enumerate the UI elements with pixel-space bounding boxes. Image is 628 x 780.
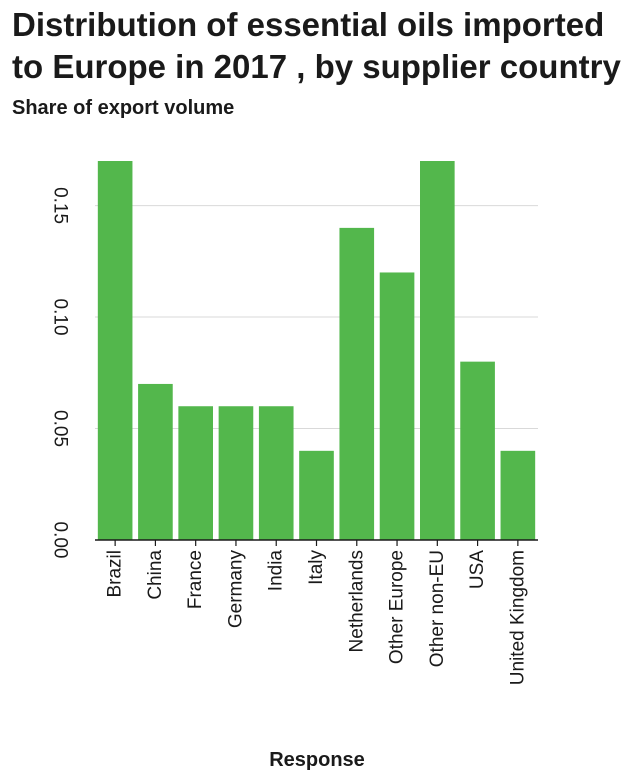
x-axis-tick-label: France [185,550,206,609]
x-axis-tick-label: Germany [225,550,246,629]
x-axis-tick-label: Brazil [105,550,126,598]
bar-italy [299,450,334,540]
x-axis-tick-label: Other Europe [387,550,408,664]
bar-other-europe [379,272,415,540]
y-axis-tick-label: 0.05 [50,410,71,447]
x-axis-tick-label: India [266,550,287,592]
bar-other-non-eu [420,161,455,540]
bar-usa [460,361,495,540]
x-axis [95,539,538,546]
chart-subtitle: Share of export volume [12,97,235,119]
x-axis-tick-label: Netherlands [346,550,367,652]
x-axis-tick-label: Other non-EU [427,550,448,667]
x-axis-title: Response [269,749,365,771]
x-axis-tick-labels: Brazil China France Germany India Italy Nether… [105,550,529,686]
y-axis-tick-labels: 0.00 0.05 0.10 0.15 [50,187,71,558]
bars [97,161,536,540]
bar-india [258,406,294,540]
y-axis-tick-label: 0.00 [50,522,71,559]
x-axis-tick-label: China [145,550,166,600]
y-axis-tick-label: 0.15 [50,187,71,224]
x-axis-tick-label: USA [467,550,488,589]
chart-title: Distribution of essential oils imported … [12,6,621,85]
bar-united-kingdom [500,450,536,540]
bar-france [178,406,213,540]
bar-germany [218,406,254,540]
bar-brazil [97,161,133,540]
bar-netherlands [339,227,375,540]
bar-china [138,383,173,540]
x-axis-tick-label: United Kingdom [507,550,528,685]
x-axis-tick-label: Italy [306,550,327,585]
y-axis-tick-label: 0.10 [50,299,71,336]
